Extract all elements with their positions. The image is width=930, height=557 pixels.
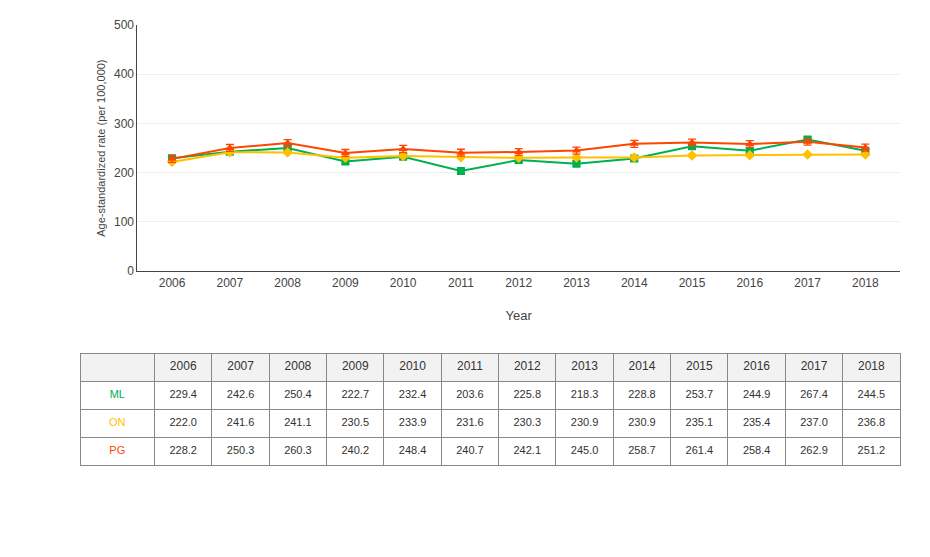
- svg-text:2013: 2013: [571, 359, 598, 373]
- svg-text:2007: 2007: [227, 359, 254, 373]
- svg-text:0: 0: [127, 264, 134, 278]
- svg-text:2018: 2018: [852, 276, 879, 290]
- svg-text:250.4: 250.4: [284, 388, 312, 400]
- svg-text:241.6: 241.6: [227, 416, 255, 428]
- svg-text:203.6: 203.6: [456, 388, 484, 400]
- svg-text:2016: 2016: [743, 359, 770, 373]
- svg-text:2016: 2016: [736, 276, 763, 290]
- svg-text:2008: 2008: [285, 359, 312, 373]
- svg-text:232.4: 232.4: [399, 388, 427, 400]
- svg-text:2010: 2010: [390, 276, 417, 290]
- svg-text:400: 400: [114, 67, 134, 81]
- svg-text:248.4: 248.4: [399, 444, 427, 456]
- svg-text:ON: ON: [109, 416, 126, 428]
- svg-text:2009: 2009: [342, 359, 369, 373]
- svg-text:244.9: 244.9: [743, 388, 771, 400]
- svg-text:230.9: 230.9: [628, 416, 656, 428]
- svg-text:237.0: 237.0: [800, 416, 828, 428]
- svg-text:Year: Year: [506, 308, 533, 323]
- svg-text:225.8: 225.8: [514, 388, 542, 400]
- svg-text:258.4: 258.4: [743, 444, 771, 456]
- svg-text:222.7: 222.7: [341, 388, 369, 400]
- svg-text:2018: 2018: [858, 359, 885, 373]
- svg-text:2013: 2013: [563, 276, 590, 290]
- svg-text:228.8: 228.8: [628, 388, 656, 400]
- svg-text:2007: 2007: [216, 276, 243, 290]
- svg-text:ML: ML: [110, 388, 125, 400]
- svg-text:300: 300: [114, 117, 134, 131]
- svg-text:235.1: 235.1: [686, 416, 714, 428]
- svg-text:222.0: 222.0: [169, 416, 197, 428]
- svg-text:258.7: 258.7: [628, 444, 656, 456]
- svg-text:2012: 2012: [514, 359, 541, 373]
- svg-text:240.7: 240.7: [456, 444, 484, 456]
- svg-text:2011: 2011: [448, 276, 474, 290]
- svg-text:500: 500: [114, 18, 134, 32]
- svg-text:2012: 2012: [505, 276, 532, 290]
- svg-text:218.3: 218.3: [571, 388, 599, 400]
- svg-text:253.7: 253.7: [686, 388, 714, 400]
- svg-text:230.3: 230.3: [514, 416, 542, 428]
- svg-text:229.4: 229.4: [169, 388, 197, 400]
- svg-text:2008: 2008: [274, 276, 301, 290]
- svg-text:267.4: 267.4: [800, 388, 828, 400]
- svg-text:235.4: 235.4: [743, 416, 771, 428]
- svg-text:242.1: 242.1: [514, 444, 542, 456]
- svg-text:236.8: 236.8: [858, 416, 886, 428]
- svg-text:233.9: 233.9: [399, 416, 427, 428]
- svg-text:240.2: 240.2: [341, 444, 369, 456]
- svg-text:231.6: 231.6: [456, 416, 484, 428]
- svg-text:2014: 2014: [629, 359, 656, 373]
- svg-text:245.0: 245.0: [571, 444, 599, 456]
- svg-text:261.4: 261.4: [686, 444, 714, 456]
- svg-text:262.9: 262.9: [800, 444, 828, 456]
- svg-text:2015: 2015: [686, 359, 713, 373]
- svg-text:242.6: 242.6: [227, 388, 255, 400]
- svg-text:2006: 2006: [170, 359, 197, 373]
- svg-text:230.5: 230.5: [341, 416, 369, 428]
- svg-text:2006: 2006: [159, 276, 186, 290]
- svg-text:228.2: 228.2: [169, 444, 197, 456]
- svg-text:260.3: 260.3: [284, 444, 312, 456]
- svg-text:250.3: 250.3: [227, 444, 255, 456]
- svg-text:100: 100: [114, 215, 134, 229]
- svg-text:2017: 2017: [801, 359, 828, 373]
- svg-text:2011: 2011: [457, 359, 483, 373]
- svg-text:Age-standardized rate (per 100: Age-standardized rate (per 100,000): [95, 59, 107, 236]
- svg-text:200: 200: [114, 166, 134, 180]
- svg-text:2009: 2009: [332, 276, 359, 290]
- svg-text:244.5: 244.5: [858, 388, 886, 400]
- svg-text:2014: 2014: [621, 276, 648, 290]
- svg-text:PG: PG: [109, 444, 125, 456]
- svg-text:251.2: 251.2: [858, 444, 886, 456]
- svg-text:2010: 2010: [399, 359, 426, 373]
- svg-text:2017: 2017: [794, 276, 821, 290]
- svg-text:241.1: 241.1: [284, 416, 312, 428]
- svg-text:2015: 2015: [679, 276, 706, 290]
- svg-text:230.9: 230.9: [571, 416, 599, 428]
